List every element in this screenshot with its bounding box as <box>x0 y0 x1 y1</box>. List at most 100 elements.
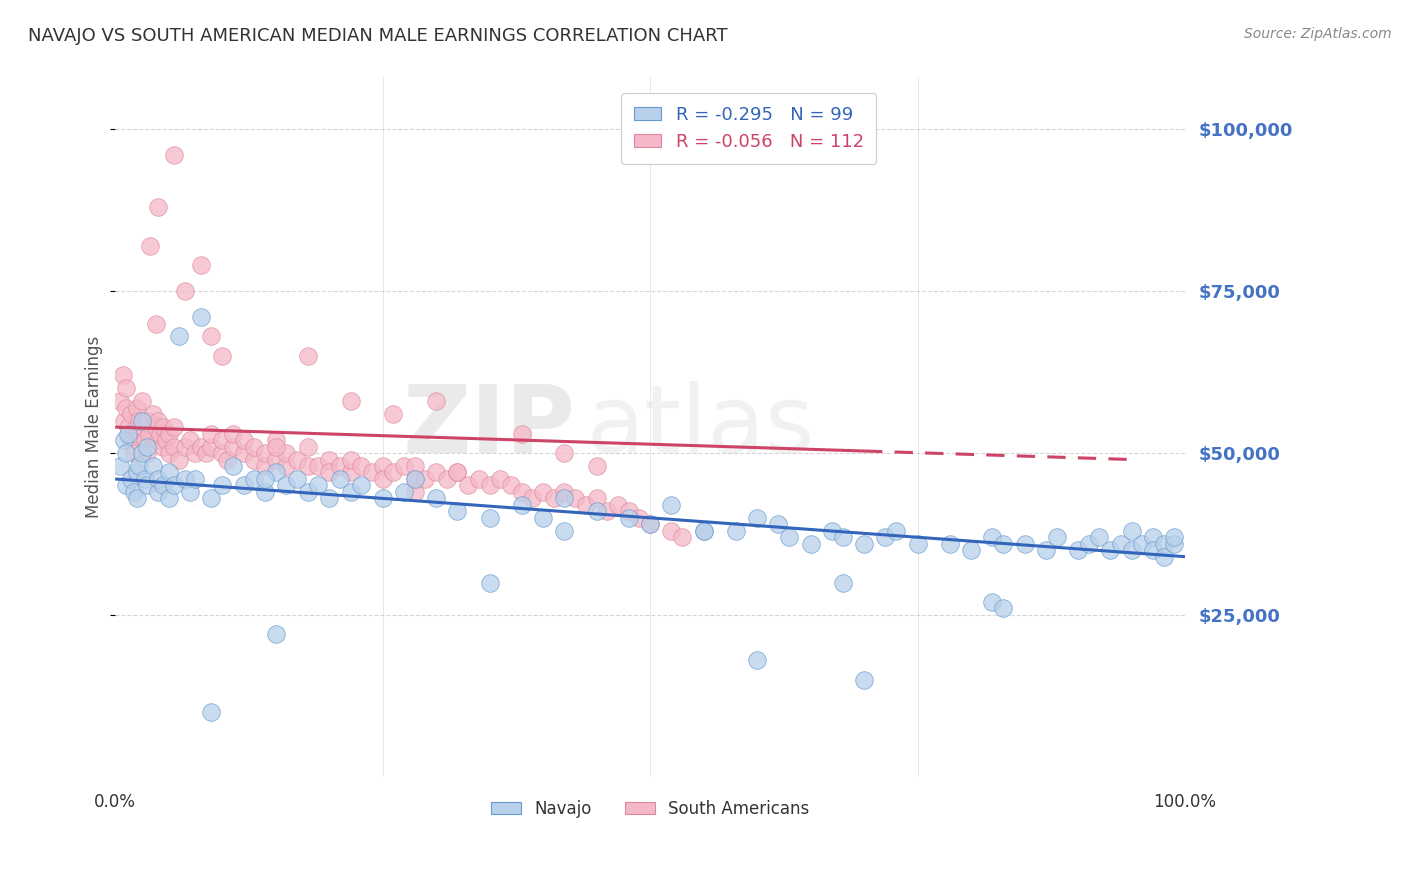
Legend: Navajo, South Americans: Navajo, South Americans <box>484 793 815 824</box>
Point <box>276 458 298 473</box>
Point <box>778 530 800 544</box>
Point <box>478 511 501 525</box>
Point <box>1109 537 1132 551</box>
Point <box>112 433 135 447</box>
Point <box>1153 537 1175 551</box>
Point <box>404 472 426 486</box>
Point <box>297 458 319 473</box>
Point <box>371 458 394 473</box>
Point <box>145 317 167 331</box>
Point <box>114 381 136 395</box>
Point <box>138 426 160 441</box>
Point <box>253 484 276 499</box>
Point <box>285 452 308 467</box>
Point <box>131 420 153 434</box>
Point <box>446 466 468 480</box>
Point <box>243 440 266 454</box>
Point <box>128 414 150 428</box>
Point <box>510 484 533 499</box>
Point <box>499 478 522 492</box>
Point <box>131 414 153 428</box>
Point <box>821 524 844 538</box>
Point <box>596 504 619 518</box>
Point <box>190 440 212 454</box>
Point <box>125 426 148 441</box>
Point <box>297 484 319 499</box>
Point <box>145 420 167 434</box>
Point <box>884 524 907 538</box>
Point <box>157 491 180 506</box>
Point <box>446 504 468 518</box>
Point <box>146 200 169 214</box>
Point <box>1014 537 1036 551</box>
Point <box>960 543 983 558</box>
Point <box>173 284 195 298</box>
Point <box>446 466 468 480</box>
Point <box>142 458 165 473</box>
Point <box>195 446 218 460</box>
Point <box>522 491 544 506</box>
Point <box>211 433 233 447</box>
Point <box>117 426 139 441</box>
Point <box>339 484 361 499</box>
Point <box>179 484 201 499</box>
Point <box>339 394 361 409</box>
Point <box>253 458 276 473</box>
Point <box>163 440 186 454</box>
Point <box>745 511 768 525</box>
Point <box>112 414 135 428</box>
Point <box>136 446 159 460</box>
Point <box>425 491 447 506</box>
Point <box>124 446 146 460</box>
Text: Source: ZipAtlas.com: Source: ZipAtlas.com <box>1244 27 1392 41</box>
Point <box>489 472 512 486</box>
Point <box>671 530 693 544</box>
Point <box>371 491 394 506</box>
Point <box>200 705 222 719</box>
Point <box>553 491 575 506</box>
Point <box>125 491 148 506</box>
Point <box>339 452 361 467</box>
Point <box>190 310 212 324</box>
Point <box>329 458 352 473</box>
Point <box>1121 543 1143 558</box>
Point <box>585 491 607 506</box>
Point <box>173 472 195 486</box>
Point <box>146 414 169 428</box>
Point <box>307 478 329 492</box>
Point <box>163 148 186 162</box>
Point <box>173 440 195 454</box>
Point <box>155 433 177 447</box>
Point <box>264 466 287 480</box>
Point <box>371 472 394 486</box>
Point <box>146 472 169 486</box>
Point <box>1067 543 1090 558</box>
Point <box>169 452 191 467</box>
Point <box>200 426 222 441</box>
Point <box>232 433 254 447</box>
Point <box>136 478 159 492</box>
Point <box>134 433 156 447</box>
Point <box>125 401 148 415</box>
Point <box>110 394 132 409</box>
Point <box>692 524 714 538</box>
Point <box>297 349 319 363</box>
Point <box>114 446 136 460</box>
Point <box>114 401 136 415</box>
Point <box>1163 537 1185 551</box>
Point <box>510 426 533 441</box>
Point <box>120 433 142 447</box>
Point <box>200 329 222 343</box>
Point <box>152 420 174 434</box>
Point <box>457 478 479 492</box>
Point <box>222 440 245 454</box>
Point <box>131 394 153 409</box>
Point <box>285 472 308 486</box>
Point <box>117 420 139 434</box>
Point <box>436 472 458 486</box>
Point <box>468 472 491 486</box>
Point <box>297 440 319 454</box>
Point <box>149 426 172 441</box>
Point <box>907 537 929 551</box>
Point <box>318 452 340 467</box>
